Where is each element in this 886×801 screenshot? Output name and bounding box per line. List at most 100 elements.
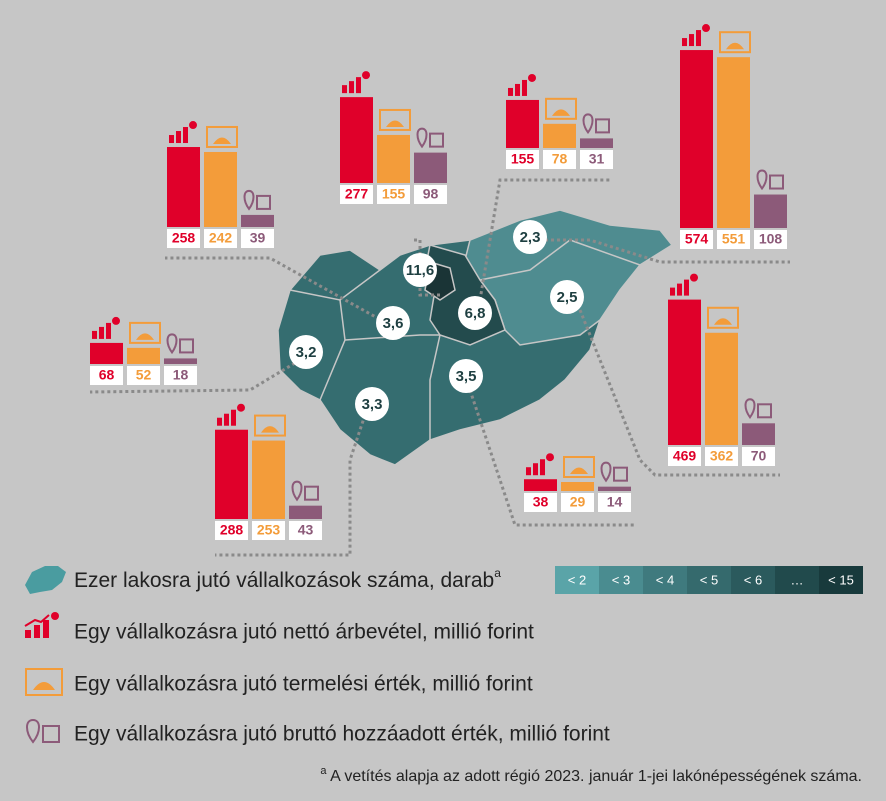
map-border (479, 239, 641, 281)
value-label: 155 (511, 151, 535, 167)
icon-part (726, 42, 744, 50)
scale-label: < 3 (612, 572, 630, 587)
value-label: 14 (607, 494, 623, 510)
value-label-box (506, 150, 539, 169)
value-label-box (580, 150, 613, 169)
value-label: 288 (220, 522, 244, 538)
value-label-box (204, 229, 237, 248)
icon-part (540, 459, 545, 476)
icon-part (696, 30, 701, 47)
bar (252, 440, 285, 519)
bar-icon (206, 125, 238, 148)
legend-value-added-icon (26, 718, 60, 744)
icon-part (757, 403, 772, 419)
icon-part (600, 461, 612, 483)
value-label: 78 (552, 151, 568, 167)
density-label: 3,6 (383, 315, 404, 332)
bar-icon (508, 73, 536, 96)
legend-scale: < 2 < 3 < 4 < 5 < 6 … < 15 (555, 566, 863, 594)
density-label: 2,5 (557, 289, 578, 306)
icon-part (169, 135, 174, 144)
bar (680, 50, 713, 229)
density-marker (550, 280, 584, 314)
icon-part (508, 87, 513, 96)
icon-part (213, 137, 231, 144)
density-label: 11,6 (406, 262, 434, 279)
value-label-box (215, 521, 248, 540)
icon-part (702, 24, 710, 33)
density-marker (513, 220, 547, 254)
value-label: 108 (759, 231, 783, 247)
bar (164, 358, 197, 364)
value-label-box (543, 150, 576, 169)
bar-icon (254, 414, 286, 437)
bar (90, 342, 123, 364)
icon-part (206, 125, 238, 148)
scale-box (687, 566, 731, 594)
legend-text: Egy vállalkozásra jutó termelési érték, … (74, 673, 533, 696)
value-label-box (289, 521, 322, 540)
density-marker (376, 306, 410, 340)
icon-part (546, 453, 554, 462)
bar (717, 57, 750, 228)
icon-part (563, 456, 595, 479)
bar (580, 138, 613, 148)
value-label-box (598, 493, 631, 512)
bar-icon (379, 108, 411, 131)
bar-icon (744, 398, 772, 419)
icon-part (256, 194, 271, 210)
legend-revenue-icon (24, 612, 59, 638)
icon-part (342, 85, 347, 94)
bar (561, 482, 594, 491)
icon-part (528, 73, 536, 82)
legend-text: Ezer lakosra jutó vállalkozások száma, d… (74, 566, 501, 591)
value-label: 362 (710, 448, 734, 464)
bar-icon (291, 480, 319, 502)
value-label-box (377, 185, 410, 204)
value-label-box (340, 185, 373, 204)
scale-label: < 6 (744, 572, 762, 587)
value-label-box (127, 366, 160, 385)
scale-label: < 2 (568, 572, 586, 587)
icon-part (552, 109, 570, 116)
scale-label: < 15 (828, 572, 854, 587)
value-label-box (668, 447, 701, 466)
value-label: 31 (589, 151, 605, 167)
bar (127, 347, 160, 364)
icon-part (684, 279, 689, 296)
value-label: 551 (722, 231, 746, 247)
value-label: 469 (673, 448, 697, 464)
value-label: 43 (298, 522, 314, 538)
density-marker (355, 387, 389, 421)
icon-part (92, 330, 97, 339)
icon-part (690, 273, 698, 282)
density-marker (289, 335, 323, 369)
density-marker (403, 253, 437, 287)
value-label-box (252, 521, 285, 540)
icon-part (719, 31, 751, 54)
bar-icon (169, 121, 197, 144)
value-label: 253 (257, 522, 281, 538)
icon-part (362, 71, 370, 80)
value-label-box (164, 366, 197, 385)
value-label: 18 (173, 367, 189, 383)
icon-part (429, 132, 444, 148)
value-label-box (414, 185, 447, 204)
bar-icon (243, 189, 271, 211)
icon-part (416, 127, 428, 149)
density-label: 3,5 (456, 368, 477, 385)
value-label: 52 (136, 367, 152, 383)
icon-part (99, 326, 104, 339)
scale-box (819, 566, 863, 594)
icon-part (769, 174, 784, 190)
bar (340, 97, 373, 183)
icon-part (349, 81, 354, 94)
bar-icon (600, 461, 628, 483)
density-label: 6,8 (465, 305, 486, 322)
legend: Ezer lakosra jutó vállalkozások száma, d… (24, 566, 863, 746)
bar (754, 194, 787, 228)
bar (377, 134, 410, 183)
bar-icon (92, 316, 120, 339)
scale-box (555, 566, 599, 594)
value-label: 574 (685, 231, 709, 247)
